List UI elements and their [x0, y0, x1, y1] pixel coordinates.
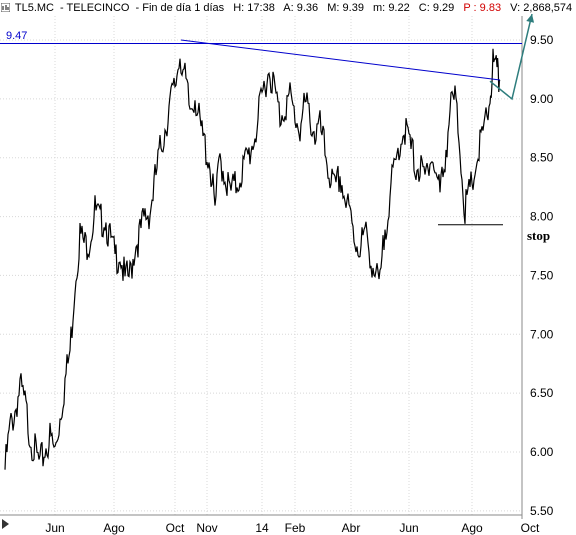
time-value: 17:38: [247, 2, 275, 14]
period-label: Fin de día 1 días: [142, 2, 225, 14]
header-separator: -: [135, 2, 143, 14]
volume-label: V:: [510, 2, 521, 14]
forecast-arrow: [489, 13, 533, 101]
x-tick-label: Jun: [45, 521, 64, 535]
x-tick-label: Ago: [103, 521, 125, 535]
y-tick-label: 9.00: [530, 92, 554, 106]
x-tick-label: Jun: [399, 521, 418, 535]
reference-level-label: 9.47: [6, 30, 27, 42]
p-value: 9.83: [479, 2, 502, 14]
close-value: 9.29: [432, 2, 455, 14]
y-tick-label: 9.50: [530, 33, 554, 47]
ask-label: A:: [283, 2, 294, 14]
stop-label: stop: [527, 228, 550, 243]
y-tick-label: 6.00: [530, 445, 554, 459]
volume-value: 2,868,574: [523, 2, 573, 14]
forecast-arrowhead: [526, 14, 535, 23]
ask-value: 9.36: [296, 2, 319, 14]
symbol: TL5.MC: [14, 2, 54, 14]
x-tick-label: Ago: [461, 521, 483, 535]
y-tick-label: 5.50: [530, 504, 554, 518]
y-tick-label: 7.00: [530, 327, 554, 341]
low-value: 9.22: [388, 2, 410, 14]
company-name: TELECINCO: [66, 2, 130, 14]
close-label: C:: [418, 2, 430, 14]
chart-type-icon[interactable]: [1, 3, 10, 12]
price-series-line: [4, 48, 501, 470]
x-tick-label: Oct: [521, 521, 540, 535]
p-label: P :: [463, 2, 477, 14]
x-axis-labels: Jun Ago Oct Nov 14 Feb Abr Jun Ago Oct: [45, 521, 540, 535]
quote-header: TL5.MC - TELECINCO - Fin de día 1 días H: …: [0, 0, 576, 16]
y-tick-label: 8.00: [530, 210, 554, 224]
y-tick-label: 6.50: [530, 386, 554, 400]
x-tick-label: Feb: [285, 521, 306, 535]
x-tick-label: 14: [255, 521, 269, 535]
y-tick-label: 8.50: [530, 151, 554, 165]
grid-lines: [0, 16, 523, 519]
scroll-left-icon[interactable]: [2, 519, 9, 529]
mid-value: 9.39: [342, 2, 364, 14]
x-tick-label: Oct: [166, 521, 185, 535]
time-label: H:: [233, 2, 245, 14]
low-label: m:: [373, 2, 386, 14]
y-axis-labels: 5.50 6.00 6.50 7.00 7.50 8.00 8.50 9.00 9.50: [530, 33, 554, 518]
y-tick-label: 7.50: [530, 268, 554, 282]
header-separator: -: [59, 2, 67, 14]
x-tick-label: Nov: [196, 521, 217, 535]
x-tick-label: Abr: [342, 521, 361, 535]
mid-label: M:: [327, 2, 340, 14]
resistance-trendline: [180, 39, 501, 81]
